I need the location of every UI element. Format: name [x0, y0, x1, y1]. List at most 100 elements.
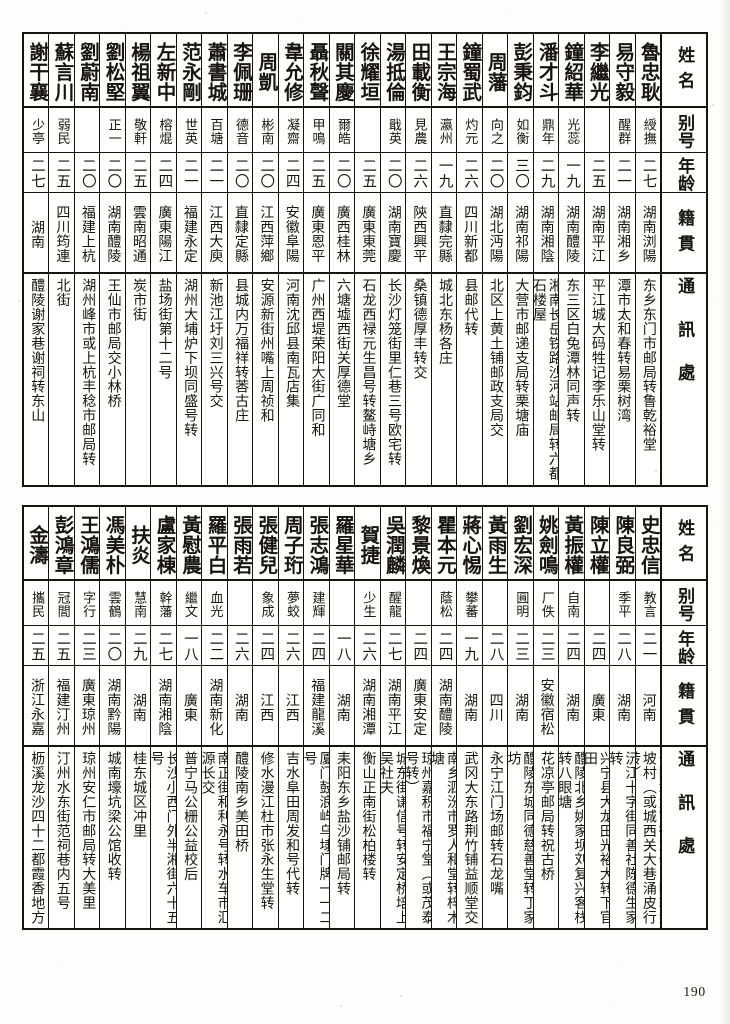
cell-age: 二五 [24, 625, 49, 665]
text-alias: 攜民 [29, 591, 45, 618]
text-age: 二四 [283, 158, 300, 190]
text-age: 二四 [411, 631, 428, 663]
cell-alias: 見農 [406, 106, 431, 152]
cell-alias [584, 579, 610, 625]
text-addr: 南乡泗汾市罗人和堂转梓木塘 [431, 751, 457, 925]
cell-name: 羅平白 [202, 507, 227, 579]
text-name: 黎景煥 [407, 514, 431, 575]
text-cap: 别号 [674, 114, 695, 149]
text-name: 賀捷 [356, 524, 380, 565]
cell-addr: 桂东城区冲里 [125, 745, 151, 928]
cell-alias: 爾皓 [329, 106, 355, 152]
text-birth: 湖南湘乡 [615, 205, 632, 263]
cell-age: 二五 [584, 152, 610, 192]
text-cap: 通訊處 [674, 750, 695, 881]
cell-name: 蘇言川 [49, 34, 74, 106]
cell-alias: 象成 [253, 579, 278, 625]
cell-birth: 湖南 [508, 665, 533, 745]
cell-age: 二四 [431, 625, 457, 665]
cell-alias: 教言 [635, 579, 661, 625]
text-name: 王鴻儒 [76, 514, 100, 575]
cell-age: 二八 [482, 625, 508, 665]
roster-entry-column: 盧家棟 幹藩 二七 湖南湘陰 长沙小西门外半湘街六十五号 [150, 507, 176, 928]
text-birth: 湖南 [564, 692, 581, 722]
text-addr: 东乡东门市邮局转鲁乾裕堂 [640, 278, 657, 452]
cell-addr: 大营市邮递支局转栗塘庙 [508, 272, 533, 485]
cell-age: 二五 [49, 625, 74, 665]
text-birth: 湖南 [232, 692, 249, 722]
text-addr: 普宁马公栅公益校后 [182, 751, 199, 882]
scan-speckle [715, 520, 717, 522]
roster-table-bottom: 金濤 攜民 二五 浙江永嘉 枥溪龙沙四十二都霞香地方 彭鴻章 冠閭 二五 福建汀州 汀州水东街范祠… [22, 505, 708, 930]
cell-alias: 醒龍 [380, 579, 406, 625]
text-birth: 四川筠連 [54, 205, 71, 263]
text-addr: 枥溪龙沙四十二都霞香地方 [29, 751, 46, 925]
cell-birth: 湖南 [125, 665, 151, 745]
text-cap: 籍貫 [674, 681, 695, 733]
text-age: 二五 [309, 158, 326, 190]
cell-birth: 湖南浏陽 [635, 192, 661, 272]
text-alias: 彬南 [258, 118, 274, 145]
cell-age: 二一 [610, 152, 635, 192]
roster-entry-column: 徐耀垣 二五 廣東東莞 石龙西禄元生昌号转鳌峙塘乡 [354, 34, 380, 485]
text-addr: 花凉亭邮局转祝古桥 [538, 751, 555, 882]
text-name: 張雨若 [229, 514, 253, 575]
text-birth: 江西 [258, 692, 275, 722]
cell-addr: 县城内万福祥转莕古庄 [227, 272, 253, 485]
text-name: 潘才斗 [535, 41, 559, 102]
cell-name: 周凱 [253, 34, 278, 106]
cell-alias: 圓明 [508, 579, 533, 625]
text-alias: 雲鶴 [105, 591, 121, 618]
text-name: 李繼光 [586, 41, 610, 102]
text-alias: 醒群 [615, 118, 631, 145]
text-birth: 江西萍鄉 [258, 205, 275, 263]
text-birth: 湖南平江 [589, 205, 606, 263]
text-alias: 少亭 [29, 118, 45, 145]
text-name: 劉松堅 [102, 41, 125, 102]
cell-birth: 湖南 [227, 665, 253, 745]
cell-alias: 醒群 [610, 106, 635, 152]
text-birth: 雲南昭通 [130, 205, 147, 263]
cell-birth: 湖南湘乡 [610, 192, 635, 272]
text-addr: 六塘墟西街关厚德堂 [335, 278, 352, 409]
text-alias: 灼元 [462, 118, 478, 145]
text-addr: 兴宁县大龙田光裕大转下官田 [584, 751, 610, 925]
text-name: 王宗海 [433, 41, 457, 102]
cell-alias: 百塘 [202, 106, 227, 152]
cell-age: 二一 [202, 152, 227, 192]
cell-addr: 南正街和利永号转水车市汇源长交 [202, 745, 227, 928]
cell-birth: 四川筠連 [49, 192, 74, 272]
text-birth: 廣東東莞 [360, 205, 377, 263]
text-alias: 綬撫 [640, 118, 656, 145]
text-name: 魯忠耿 [637, 41, 661, 102]
text-addr: 安陽城魚市街宝仁医院转大坡村（或城西关大巷涌皮行转） [636, 751, 660, 925]
text-age: 二四 [564, 631, 581, 663]
text-name: 彭鴻章 [51, 514, 74, 575]
text-alias: 蔭松 [436, 591, 452, 618]
text-addr: 沅江十字街同善社陈德生家转 [610, 751, 635, 925]
text-alias: 冠閭 [54, 591, 70, 618]
text-addr: 县城内万福祥转莕古庄 [233, 278, 250, 423]
scan-speckle [400, 995, 402, 997]
cell-addr: 石龙西禄元生昌号转鳌峙塘乡 [355, 272, 380, 485]
text-alias: 鼎年 [538, 118, 554, 145]
text-addr: 城东街谦信号转安定桥培上吴社夫 [380, 751, 406, 925]
text-addr: 衡山正南街松柏楼转 [360, 751, 377, 882]
cell-birth: 福建龍溪 [304, 665, 329, 745]
cell-age: 二四 [584, 625, 610, 665]
text-name: 湯抵倫 [382, 41, 406, 102]
text-age: 二六 [462, 158, 479, 190]
text-name: 李佩珊 [229, 41, 253, 102]
cell-alias: 世英 [176, 106, 202, 152]
text-age: 二五 [28, 631, 45, 663]
cell-addr: 北区上黄土铺邮政支局交 [482, 272, 508, 485]
text-age: 二五 [130, 158, 147, 190]
text-alias: 血光 [207, 591, 223, 618]
scan-speckle [712, 104, 714, 106]
text-age: 二三 [513, 631, 530, 663]
cell-name: 陳立權 [585, 507, 609, 579]
text-name: 陳良弼 [611, 514, 635, 575]
cell-birth: 廣東陽江 [151, 192, 176, 272]
cell-age: 二五 [125, 152, 151, 192]
roster-entry-column: 鐘蜀武 灼元 二六 四川新都 县邮代转 [456, 34, 482, 485]
